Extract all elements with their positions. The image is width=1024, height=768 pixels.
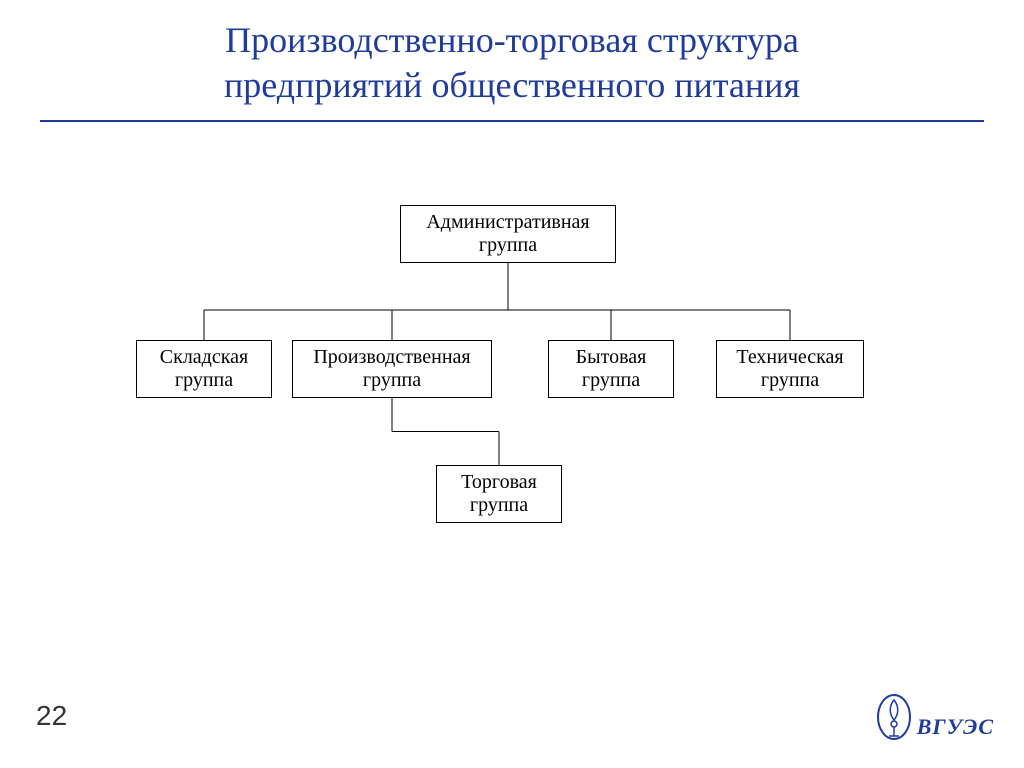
node-label: Производственная xyxy=(313,346,470,368)
node-domestic-group: Бытовая группа xyxy=(548,340,674,398)
node-label: Техническая xyxy=(736,346,843,368)
node-label: Торговая xyxy=(461,471,537,493)
node-label: группа xyxy=(761,369,819,391)
node-label: группа xyxy=(470,494,528,516)
node-trade-group: Торговая группа xyxy=(436,465,562,523)
node-label: Административная xyxy=(426,211,589,233)
node-label: Бытовая xyxy=(576,346,647,368)
node-label: группа xyxy=(479,234,537,256)
node-admin-group: Административная группа xyxy=(400,205,616,263)
node-label: группа xyxy=(175,369,233,391)
org-chart: Административная группа Складская группа… xyxy=(0,0,1024,768)
logo-text: ВГУЭС xyxy=(917,714,994,740)
node-warehouse-group: Складская группа xyxy=(136,340,272,398)
node-label: группа xyxy=(363,369,421,391)
node-technical-group: Техническая группа xyxy=(716,340,864,398)
node-label: Складская xyxy=(160,346,248,368)
page-number: 22 xyxy=(36,700,67,732)
footer-logo: ВГУЭС xyxy=(877,694,994,740)
node-label: группа xyxy=(582,369,640,391)
node-production-group: Производственная группа xyxy=(292,340,492,398)
logo-emblem-icon xyxy=(877,694,911,740)
